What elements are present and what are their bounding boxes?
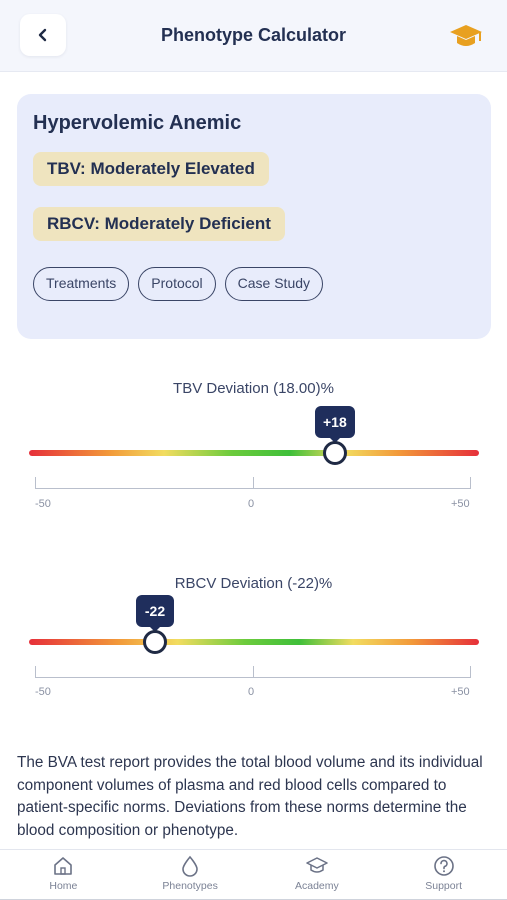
tbv-min-label: -50 — [35, 498, 51, 510]
tbv-slider-thumb[interactable] — [323, 441, 347, 465]
rbcv-max-label: +50 — [451, 686, 470, 698]
rbcv-slider-thumb[interactable] — [143, 630, 167, 654]
tbv-status-pill: TBV: Moderately Elevated — [33, 152, 269, 186]
rbcv-slider-label: RBCV Deviation (-22)% — [174, 575, 333, 592]
help-circle-icon — [433, 856, 454, 876]
bottom-nav: Home Phenotypes Academy Support — [0, 849, 507, 900]
treatments-chip[interactable]: Treatments — [33, 267, 130, 301]
page-title: Phenotype Calculator — [160, 25, 347, 45]
rbcv-scale-mid-tick — [253, 666, 254, 677]
tbv-scale — [35, 477, 471, 489]
tbv-value-bubble: +18 — [315, 406, 355, 443]
nav-item-support[interactable]: Support — [380, 850, 507, 899]
rbcv-value-bubble: -22 — [136, 595, 174, 632]
back-button[interactable] — [20, 14, 66, 56]
graduation-cap-icon[interactable] — [449, 22, 483, 50]
nav-label-academy: Academy — [294, 880, 339, 892]
phenotype-card: Hypervolemic Anemic TBV: Moderately Elev… — [17, 94, 491, 339]
graduation-cap-icon — [306, 857, 328, 873]
bva-description: The BVA test report provides the total b… — [17, 754, 483, 839]
protocol-chip[interactable]: Protocol — [138, 267, 216, 301]
rbcv-slider-track[interactable] — [29, 639, 479, 645]
nav-label-home: Home — [49, 880, 78, 892]
rbcv-min-label: -50 — [35, 686, 51, 698]
droplet-icon — [182, 855, 198, 877]
case-study-chip[interactable]: Case Study — [224, 267, 324, 301]
nav-item-academy[interactable]: Academy — [254, 850, 381, 899]
nav-item-home[interactable]: Home — [0, 850, 127, 899]
resource-chips: Treatments Protocol Case Study — [33, 267, 324, 301]
nav-label-support: Support — [425, 880, 463, 892]
tbv-scale-mid-tick — [253, 477, 254, 488]
tbv-slider-label: TBV Deviation (18.00)% — [173, 380, 334, 397]
nav-label-phenotypes: Phenotypes — [162, 880, 218, 892]
chevron-left-icon — [38, 28, 47, 42]
phenotype-title: Hypervolemic Anemic — [33, 112, 242, 134]
tbv-mid-label: 0 — [248, 498, 255, 510]
rbcv-status-pill: RBCV: Moderately Deficient — [33, 207, 285, 241]
rbcv-mid-label: 0 — [248, 686, 255, 698]
rbcv-scale — [35, 666, 471, 678]
nav-item-phenotypes[interactable]: Phenotypes — [127, 850, 254, 899]
tbv-slider-track[interactable] — [29, 450, 479, 456]
tbv-max-label: +50 — [451, 498, 470, 510]
home-icon — [54, 857, 73, 875]
app-header: Phenotype Calculator — [0, 0, 507, 72]
